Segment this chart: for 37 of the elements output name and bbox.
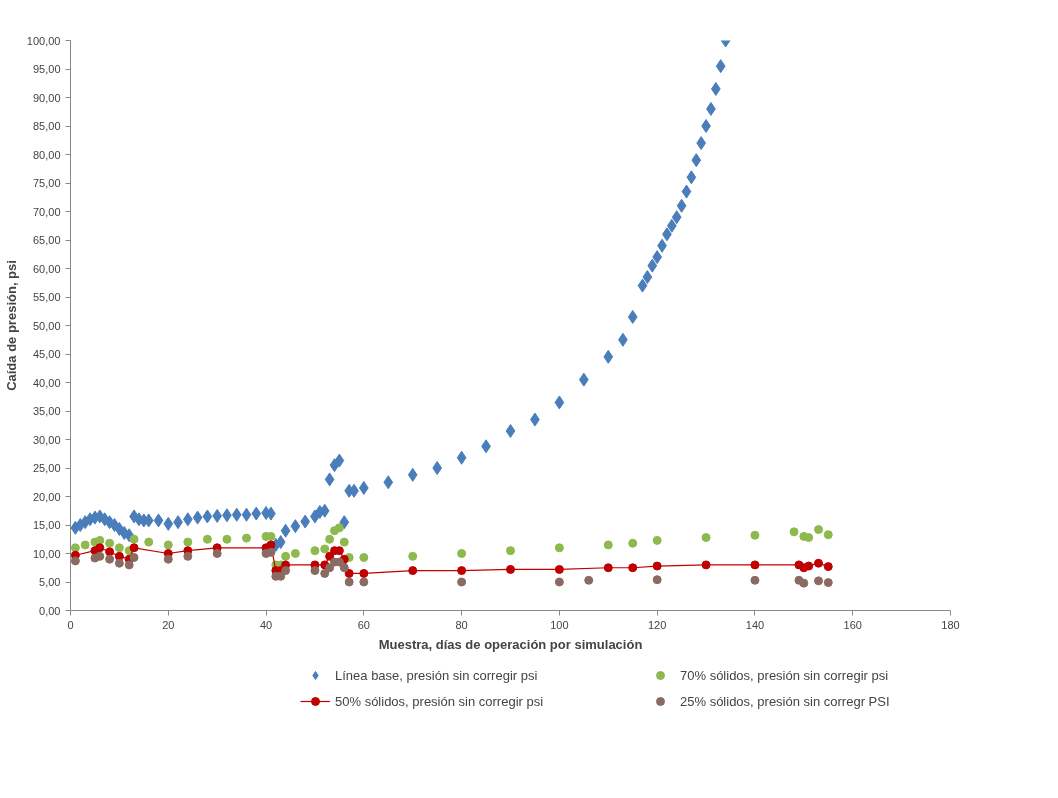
y-tick-label: 90,00	[32, 91, 61, 104]
legend-label: Línea base, presión sin corregir psi	[335, 667, 539, 683]
y-tick-label: 5,00	[39, 576, 61, 588]
y-tick-label: 15,00	[32, 519, 61, 531]
x-tick-label: 80	[455, 618, 468, 631]
x-tick-label: 100	[550, 618, 569, 631]
y-tick-label: 10,00	[32, 547, 61, 560]
y-tick-label: 45,00	[32, 348, 61, 360]
y-tick-label: 55,00	[32, 291, 61, 303]
x-tick-label: 20	[162, 618, 175, 631]
legend-label: 25% sólidos, presión sin corregr PSI	[680, 693, 891, 709]
y-tick-label: 35,00	[32, 405, 61, 417]
y-tick-label: 70,00	[32, 205, 61, 218]
legend-label: 70% sólidos, presión sin corregir psi	[680, 667, 890, 683]
y-axis-title: Caída de presión, psi	[3, 260, 19, 391]
y-tick-label: 30,00	[32, 433, 61, 446]
legend-label: 50% sólidos, presión sin corregir psi	[335, 693, 545, 709]
y-tick-label: 80,00	[32, 148, 61, 161]
x-tick-label: 60	[357, 618, 370, 631]
y-tick-label: 20,00	[32, 490, 61, 503]
y-tick-label: 25,00	[32, 462, 61, 474]
y-tick-label: 50,00	[32, 319, 61, 332]
y-tick-label: 100,00	[26, 34, 61, 47]
x-tick-label: 0	[67, 618, 74, 631]
y-tick-label: 75,00	[32, 177, 61, 189]
x-tick-label: 140	[745, 618, 765, 631]
x-tick-label: 160	[843, 618, 862, 631]
x-tick-label: 120	[647, 618, 667, 631]
y-tick-label: 95,00	[32, 63, 61, 75]
y-tick-label: 0,00	[39, 604, 61, 617]
y-tick-label: 65,00	[32, 234, 61, 246]
x-tick-label: 180	[941, 618, 960, 631]
x-tick-label: 40	[259, 618, 273, 631]
y-tick-label: 60,00	[32, 262, 61, 275]
x-axis-title: Muestra, días de operación por simulación	[378, 636, 643, 652]
y-tick-label: 40,00	[32, 376, 61, 389]
y-tick-label: 85,00	[32, 120, 61, 132]
